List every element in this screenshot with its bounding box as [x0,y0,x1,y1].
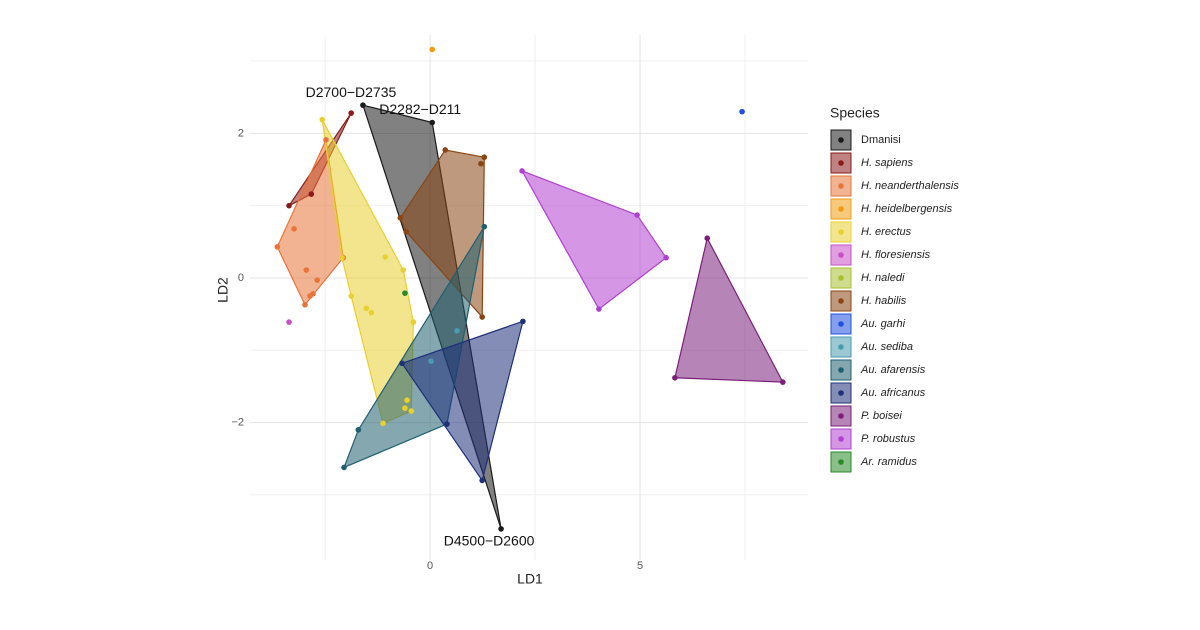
point [399,360,405,367]
legend-label: P. robustus [861,433,916,445]
point [429,119,436,126]
point [400,267,407,273]
annotation: D2282−D211 [379,101,461,117]
legend-label: Au. africanus [860,387,926,399]
x-axis-title: LD1 [517,571,543,587]
legend-dot [838,160,844,166]
annotation: D2700−D2735 [306,84,397,100]
point [596,306,602,312]
point [739,108,745,115]
point [663,254,669,261]
legend-dot [838,321,844,327]
legend-dot [838,137,844,143]
legend-title: Species [830,105,880,121]
legend-dot [838,367,844,373]
legend-label: H. heidelbergensis [861,203,953,215]
point [704,235,711,242]
point [363,305,370,312]
x-tick-label: 0 [427,560,433,572]
legend-dot [838,390,844,396]
legend-label: H. sapiens [861,157,913,169]
point [355,427,362,433]
point [672,374,678,381]
legend-label: H. erectus [861,226,912,238]
point [780,379,786,385]
legend-label: H. naledi [861,272,905,284]
point [454,327,460,334]
legend-label: H. neanderthalensis [861,180,959,192]
point [314,277,320,283]
point [348,293,354,299]
point [402,405,408,411]
legend-label: Au. garhi [860,318,906,330]
legend-dot [838,275,844,281]
legend-dot [838,252,844,258]
point [478,160,484,167]
legend-label: Ar. ramidus [860,456,917,468]
point [403,228,409,235]
point [308,191,315,197]
point [291,226,297,232]
point [302,301,308,308]
x-tick-label: 5 [637,560,643,572]
legend-label: H. floresiensis [861,249,931,261]
point [382,254,388,260]
point [274,244,281,250]
hull [520,169,667,310]
y-tick-label: 2 [238,127,244,139]
legend-dot [838,298,844,304]
point [339,254,345,261]
legend-dot [838,459,844,465]
point [408,408,415,414]
point [444,421,450,427]
legend-dot [838,413,844,419]
point [323,137,329,143]
point [634,212,640,218]
point [286,202,292,209]
y-axis-title: LD2 [215,277,231,303]
legend-label: P. boisei [861,410,902,422]
point [404,397,410,403]
point [520,318,526,325]
point [479,314,485,320]
point [498,526,504,532]
annotation: D4500−D2600 [444,533,535,549]
point [481,223,488,230]
legend-label: Au. sediba [860,341,913,353]
legend-dot [838,436,844,442]
legend: Dmanisi H. sapiens H. neanderthalensis H. h… [830,129,959,473]
y-tick-label: 0 [238,272,244,284]
legend-dot [838,206,844,212]
point [479,477,485,484]
legend-dot [838,344,844,350]
point [428,358,434,364]
point [410,319,417,325]
points [274,46,786,532]
hull [674,236,784,383]
point [442,147,449,153]
hulls [276,104,784,530]
point [341,464,347,471]
point [402,290,408,296]
point [303,267,310,273]
legend-dot [838,183,844,189]
point [368,309,375,316]
point [319,116,326,123]
y-tick-label: −2 [231,417,244,429]
point [307,293,313,299]
legend-label: Au. afarensis [860,364,926,376]
point [380,420,386,427]
legend-dot [838,229,844,235]
legend-label: Dmanisi [861,134,901,146]
point [348,110,354,116]
point [481,154,488,161]
point [519,168,525,174]
point [360,102,366,108]
point [286,319,292,325]
point [397,215,404,221]
point [429,46,436,53]
legend-label: H. habilis [861,295,907,307]
